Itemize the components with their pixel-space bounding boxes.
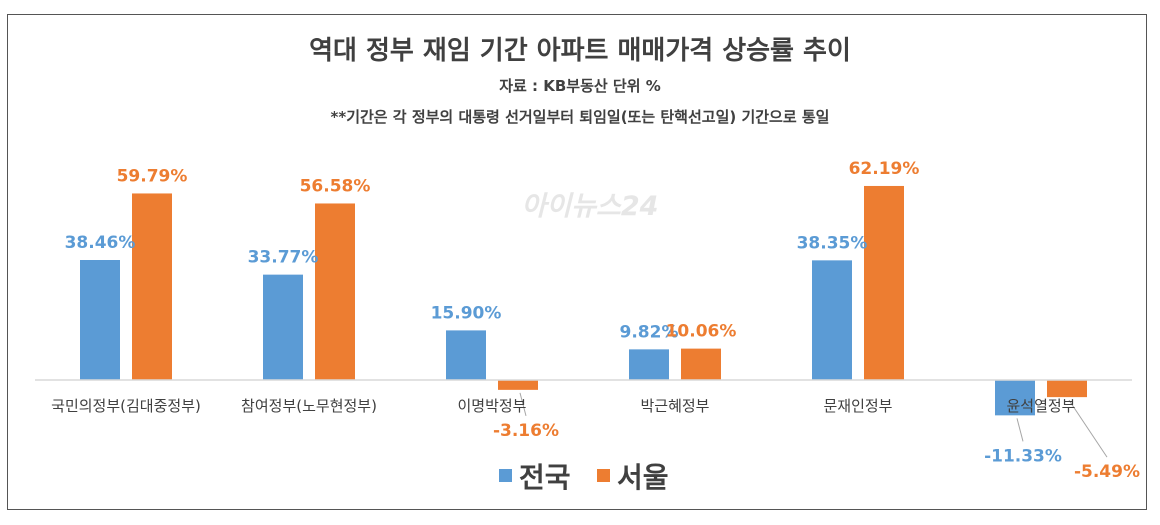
data-label-서울-3: 10.06% [666,322,737,342]
bar-전국-3 [629,349,669,380]
legend-label-전국: 전국 [519,461,571,494]
bar-서울-4 [864,185,904,380]
chart-note: **기간은 각 정부의 대통령 선거일부터 퇴임일(또는 탄핵선고일) 기간으로… [330,108,830,126]
bar-전국-1 [263,274,303,380]
category-label-2: 이명박정부 [457,397,526,415]
data-label-전국-5: -11.33% [984,446,1062,466]
data-label-서울-4: 62.19% [849,159,920,179]
bar-전국-5 [995,380,1035,416]
bar-서울-3 [681,348,721,380]
category-label-4: 문재인정부 [823,397,892,415]
bar-서울-0 [132,193,172,380]
data-label-서울-1: 56.58% [300,176,371,196]
data-label-전국-2: 15.90% [431,303,502,323]
watermark: 아이뉴스24 [522,191,659,222]
bar-전국-0 [80,260,120,380]
leader-line-서울-2 [519,392,527,416]
bar-전국-2 [446,330,486,380]
category-label-1: 참여정부(노무현정부) [241,397,377,415]
data-label-서울-2: -3.16% [493,421,559,441]
legend-label-서울: 서울 [617,461,669,494]
data-label-서울-5: -5.49% [1074,462,1140,482]
legend-swatch-전국 [499,469,512,482]
category-label-3: 박근혜정부 [640,397,709,415]
category-label-5: 윤석열정부 [1006,397,1075,415]
legend-swatch-서울 [597,469,610,482]
data-label-서울-0: 59.79% [117,166,188,186]
leader-line-서울-5 [1068,399,1108,458]
category-label-0: 국민의정부(김대중정부) [51,397,201,415]
chart-frame [7,14,1147,510]
chart-title: 역대 정부 재임 기간 아파트 매매가격 상승률 추이 [309,36,851,66]
data-label-전국-0: 38.46% [65,233,136,253]
data-label-전국-1: 33.77% [248,248,319,268]
bar-서울-2 [498,380,538,390]
leader-line-전국-5 [1016,418,1024,442]
chart-subtitle: 자료 : KB부동산 단위 % [499,77,661,95]
data-label-전국-4: 38.35% [797,233,868,253]
bar-서울-5 [1047,380,1087,398]
bar-전국-4 [812,260,852,380]
bar-서울-1 [315,203,355,380]
data-label-전국-3: 9.82% [620,322,679,342]
